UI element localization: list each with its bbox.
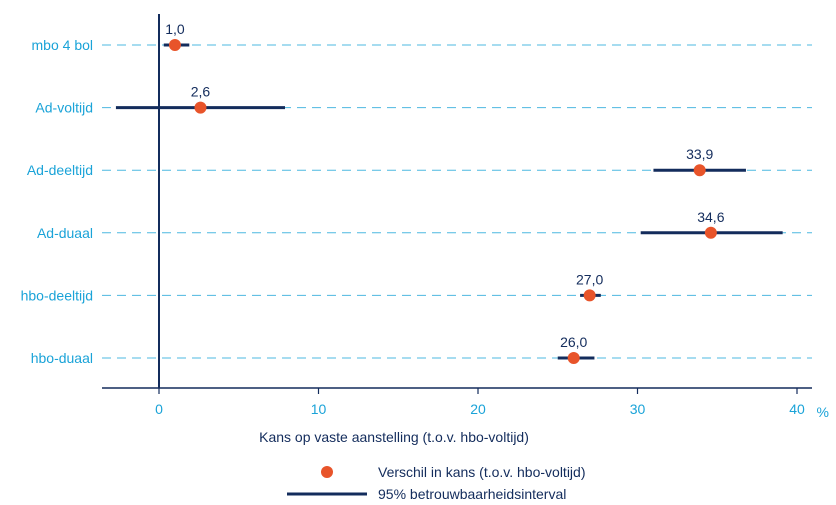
data-points xyxy=(168,39,717,364)
data-point xyxy=(583,289,596,302)
value-label: 34,6 xyxy=(697,209,724,225)
confidence-intervals xyxy=(115,43,783,360)
value-label: 27,0 xyxy=(576,271,603,287)
category-label: Ad-deeltijd xyxy=(27,162,93,178)
x-axis-unit: % xyxy=(817,404,829,420)
data-point xyxy=(567,352,580,364)
data-point xyxy=(704,226,717,239)
x-tick-label: 10 xyxy=(311,401,327,417)
category-label: mbo 4 bol xyxy=(32,37,93,53)
x-axis-ticks: 0 10 20 30 40 xyxy=(155,388,805,417)
legend-point-label: Verschil in kans (t.o.v. hbo-voltijd) xyxy=(378,464,586,480)
data-point xyxy=(194,101,207,114)
category-labels: mbo 4 bol Ad-voltijd Ad-deeltijd Ad-duaal hb… xyxy=(21,37,93,366)
value-label: 26,0 xyxy=(560,334,587,350)
legend-point-marker xyxy=(321,466,333,478)
x-tick-label: 30 xyxy=(630,401,646,417)
legend-interval-label: 95% betrouwbaarheidsinterval xyxy=(378,486,566,502)
value-label: 33,9 xyxy=(686,146,713,162)
data-point xyxy=(693,164,706,177)
x-tick-label: 0 xyxy=(155,401,163,417)
x-tick-label: 20 xyxy=(470,401,486,417)
category-label: hbo-deeltijd xyxy=(21,287,93,303)
value-labels: 1,0 2,6 33,9 34,6 27,0 26,0 xyxy=(165,21,724,350)
category-label: hbo-duaal xyxy=(31,350,93,366)
value-label: 2,6 xyxy=(191,84,211,100)
value-label: 1,0 xyxy=(165,21,185,37)
data-point xyxy=(168,39,181,51)
axes xyxy=(102,14,812,389)
x-axis-title: Kans op vaste aanstelling (t.o.v. hbo-vo… xyxy=(259,429,529,445)
legend: Verschil in kans (t.o.v. hbo-voltijd) 95… xyxy=(287,464,586,502)
x-tick-label: 40 xyxy=(789,401,805,417)
category-label: Ad-voltijd xyxy=(35,100,93,116)
category-label: Ad-duaal xyxy=(37,225,93,241)
